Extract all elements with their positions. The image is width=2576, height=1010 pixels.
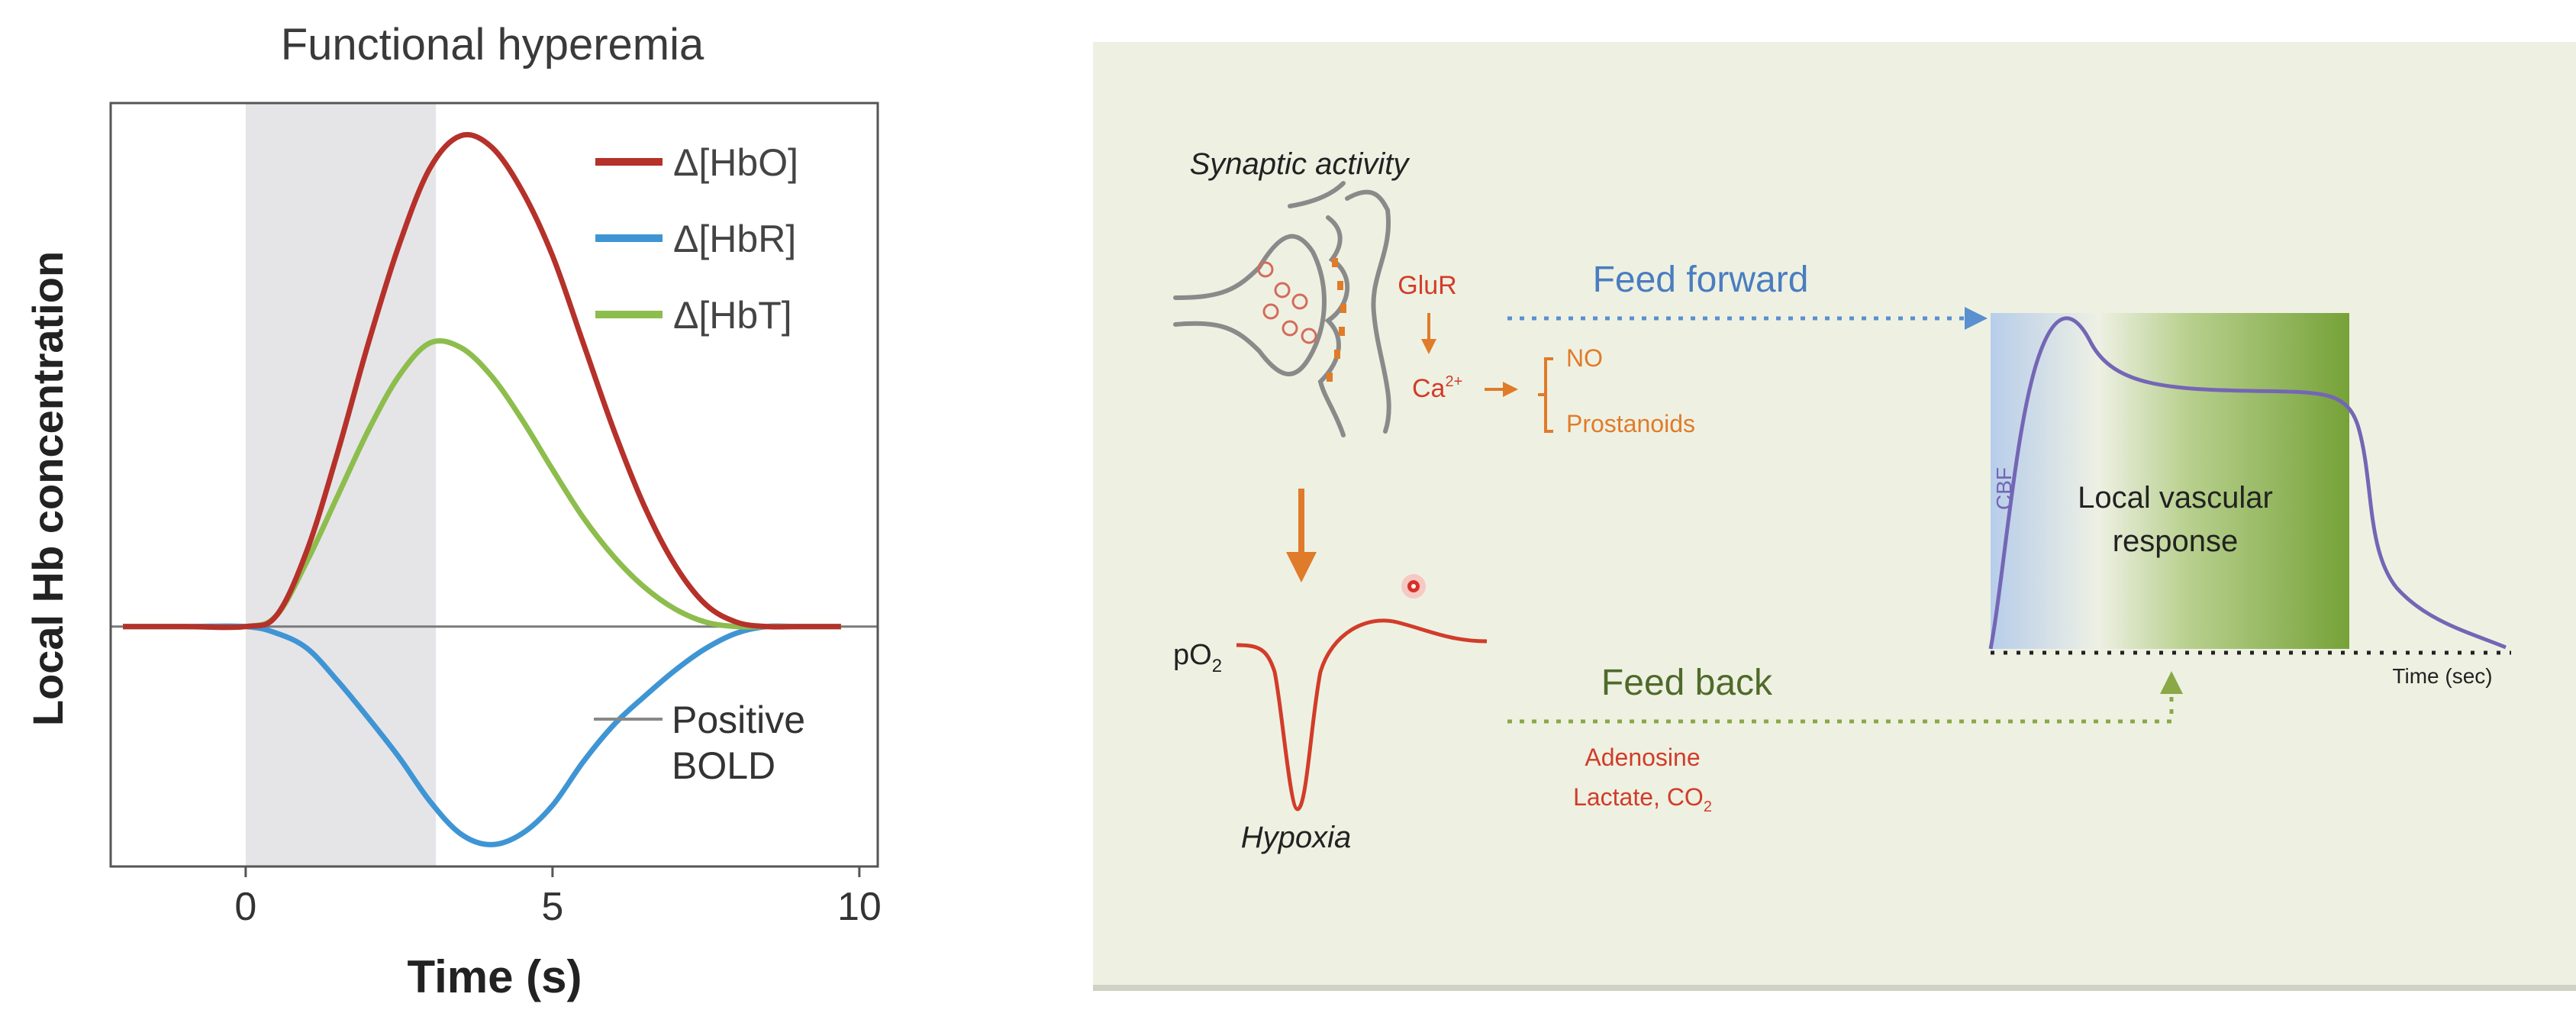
local-vascular-label-1: Local vascular: [2078, 481, 2273, 515]
positive-bold-annotation: Positive BOLD: [594, 699, 805, 787]
x-tick-label: 0: [234, 885, 256, 929]
receptor-markers: [1327, 258, 1346, 382]
y-axis-label: Local Hb concentration: [24, 251, 72, 726]
annotation-line-1: Positive: [672, 699, 805, 741]
time-sec-label: Time (sec): [2392, 664, 2492, 688]
po2-label: pO2: [1173, 639, 1222, 676]
series-line-hbo: [123, 131, 841, 631]
legend-label: Δ[HbR]: [673, 218, 796, 260]
annotation-line-2: BOLD: [672, 744, 775, 787]
prostanoids-label: Prostanoids: [1566, 410, 1695, 437]
feed-forward-label: Feed forward: [1593, 260, 1809, 300]
postsynaptic-neuron: [1345, 189, 1391, 434]
legend-label: Δ[HbT]: [673, 294, 792, 337]
x-axis-ticks: 0 5 10: [234, 866, 882, 929]
legend-label: Δ[HbO]: [673, 141, 798, 184]
slide-shadow: [1093, 985, 2576, 991]
plot-area: [109, 102, 879, 868]
synaptic-activity-label: Synaptic activity: [1190, 147, 1411, 181]
synapse-illustration: [1173, 181, 1391, 437]
po2-trace: [1236, 618, 1488, 812]
feed-back-label: Feed back: [1601, 663, 1773, 703]
feed-back-arrow: [1507, 671, 2183, 724]
neurovascular-coupling-diagram: Synaptic activity GluR Ca2+ NO Prostanoi…: [1093, 42, 2576, 991]
glur-label: GluR: [1398, 271, 1456, 300]
cbf-curve: [1988, 316, 2507, 650]
x-tick-label: 5: [541, 885, 563, 929]
local-vascular-label-2: response: [2113, 524, 2239, 558]
plot-frame: [109, 102, 879, 868]
chart-legend: Δ[HbO] Δ[HbR] Δ[HbT]: [595, 141, 798, 337]
lactate-co2-label: Lactate, CO2: [1573, 783, 1712, 815]
presynaptic-terminal: [1173, 234, 1327, 376]
cbf-label: CBF: [1992, 467, 2016, 510]
x-axis-label: Time (s): [408, 951, 582, 1002]
hemodynamic-response-chart: Functional hyperemia 0 5 10 Time (s) Local…: [24, 20, 882, 1002]
synaptic-vesicles: [1257, 261, 1317, 344]
series-lines: [123, 131, 841, 847]
factors-brace: [1538, 357, 1553, 433]
series-line-hbr: [123, 623, 841, 847]
vascular-response-gradient: [1991, 313, 2349, 649]
ca-label: Ca2+: [1412, 373, 1462, 403]
no-label: NO: [1566, 344, 1603, 372]
hypoxia-label: Hypoxia: [1241, 821, 1352, 854]
x-tick-label: 10: [837, 885, 882, 929]
chart-title: Functional hyperemia: [281, 20, 704, 69]
adenosine-label: Adenosine: [1585, 744, 1700, 771]
pointer-dot: [1401, 574, 1426, 599]
series-line-hbt: [123, 338, 841, 631]
postsynaptic-spine: [1288, 181, 1350, 437]
